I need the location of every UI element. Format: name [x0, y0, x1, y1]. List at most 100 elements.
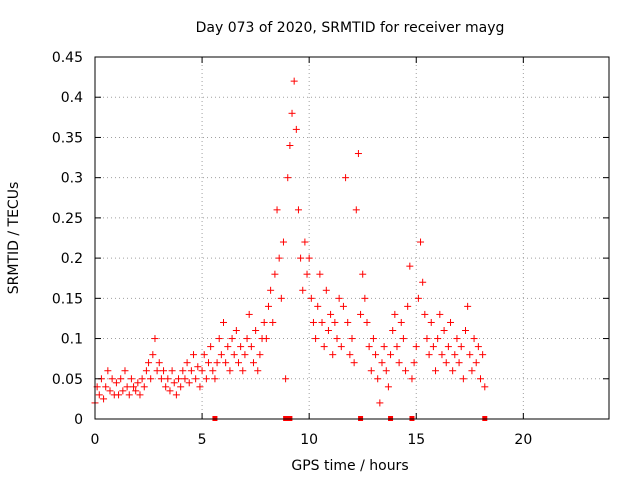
data-point: [393, 343, 401, 351]
data-point: [419, 278, 427, 286]
data-point: [378, 359, 386, 367]
data-point: [175, 375, 183, 383]
data-point: [444, 343, 452, 351]
data-point: [241, 351, 249, 359]
data-point: [387, 351, 395, 359]
data-point: [262, 335, 270, 343]
data-point: [252, 327, 260, 335]
data-point: [224, 343, 232, 351]
y-tick-label: 0.4: [61, 90, 83, 106]
data-point: [391, 310, 399, 318]
data-point: [239, 367, 247, 375]
data-point: [172, 391, 180, 399]
data-point: [232, 327, 240, 335]
data-point: [123, 383, 131, 391]
x-tick-label: 10: [300, 432, 318, 448]
data-point: [468, 367, 476, 375]
data-point: [119, 387, 127, 395]
data-point: [359, 270, 367, 278]
data-point: [316, 270, 324, 278]
data-point: [198, 367, 206, 375]
data-point: [277, 294, 285, 302]
data-point: [230, 351, 238, 359]
data-point: [121, 367, 129, 375]
data-point: [434, 335, 442, 343]
data-point: [406, 262, 414, 270]
data-point: [151, 335, 159, 343]
data-point: [157, 375, 165, 383]
data-point: [423, 335, 431, 343]
data-point: [421, 310, 429, 318]
data-point: [254, 367, 262, 375]
data-point: [187, 367, 195, 375]
data-point: [346, 351, 354, 359]
data-point: [339, 302, 347, 310]
data-point: [335, 294, 343, 302]
x-tick-label: 20: [514, 432, 532, 448]
grid-layer: [95, 57, 609, 419]
data-point: [130, 383, 138, 391]
data-point: [106, 387, 114, 395]
data-point: [273, 206, 281, 214]
data-point: [190, 351, 198, 359]
data-point: [194, 363, 202, 371]
data-point: [228, 335, 236, 343]
data-point: [397, 318, 405, 326]
data-point: [432, 367, 440, 375]
x-tick-label: 15: [407, 432, 425, 448]
data-point: [348, 335, 356, 343]
data-point: [292, 125, 300, 133]
data-point: [404, 302, 412, 310]
data-point: [288, 109, 296, 117]
data-point: [372, 351, 380, 359]
data-point: [222, 359, 230, 367]
data-point: [112, 379, 120, 387]
data-point: [457, 343, 465, 351]
data-point: [160, 367, 168, 375]
data-point: [267, 286, 275, 294]
data-point: [320, 343, 328, 351]
data-point: [369, 335, 377, 343]
y-tick-label: 0.2: [61, 251, 83, 267]
data-point: [376, 399, 384, 407]
x-axis-label: GPS time / hours: [291, 458, 408, 474]
data-point: [125, 391, 133, 399]
data-point: [455, 359, 463, 367]
data-point: [318, 318, 326, 326]
data-point: [181, 375, 189, 383]
data-point: [436, 310, 444, 318]
data-point: [279, 238, 287, 246]
y-axis-label: SRMTID / TECUs: [6, 182, 22, 295]
data-point: [286, 141, 294, 149]
data-point: [462, 327, 470, 335]
data-point: [453, 335, 461, 343]
y-tick-label: 0.45: [52, 50, 83, 66]
chart-title: Day 073 of 2020, SRMTID for receiver may…: [196, 20, 505, 36]
y-tick-label: 0.35: [52, 130, 83, 146]
points-layer: [91, 77, 489, 407]
data-point: [481, 383, 489, 391]
data-point: [438, 351, 446, 359]
data-point: [275, 254, 283, 262]
data-point: [447, 318, 455, 326]
data-point: [399, 335, 407, 343]
data-point: [185, 379, 193, 387]
data-point: [384, 383, 392, 391]
data-point: [477, 375, 484, 383]
data-point: [162, 383, 170, 391]
data-point: [220, 318, 227, 326]
data-point: [414, 294, 422, 302]
data-point: [361, 294, 369, 302]
data-point: [234, 359, 242, 367]
data-point: [217, 351, 225, 359]
data-point: [301, 238, 309, 246]
data-point: [472, 359, 480, 367]
data-point: [402, 367, 410, 375]
data-point: [451, 351, 459, 359]
data-point: [215, 335, 223, 343]
data-point: [100, 395, 108, 403]
data-point: [299, 286, 307, 294]
data-point: [367, 367, 375, 375]
y-tick-label: 0.3: [61, 171, 83, 187]
